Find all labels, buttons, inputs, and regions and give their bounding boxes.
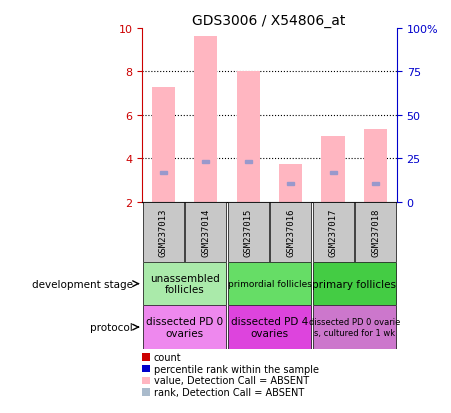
Text: percentile rank within the sample: percentile rank within the sample [154, 364, 319, 374]
Text: value, Detection Call = ABSENT: value, Detection Call = ABSENT [154, 375, 309, 385]
Bar [143, 202, 184, 262]
Text: primordial follicles: primordial follicles [228, 280, 311, 288]
Text: dissected PD 0
ovaries: dissected PD 0 ovaries [146, 316, 223, 338]
Text: dissected PD 4
ovaries: dissected PD 4 ovaries [231, 316, 308, 338]
Bar [143, 262, 226, 306]
Bar [313, 306, 396, 349]
Text: GSM237013: GSM237013 [159, 208, 168, 256]
Text: rank, Detection Call = ABSENT: rank, Detection Call = ABSENT [154, 387, 304, 397]
Bar [237, 72, 260, 202]
Bar [142, 365, 150, 373]
Bar [355, 202, 396, 262]
Text: development stage: development stage [32, 279, 133, 289]
Text: unassembled
follicles: unassembled follicles [150, 273, 219, 295]
Bar [202, 160, 209, 164]
Text: count: count [154, 352, 181, 362]
Bar [185, 202, 226, 262]
Bar [330, 171, 337, 175]
Bar [152, 88, 175, 202]
Text: GDS3006 / X54806_at: GDS3006 / X54806_at [192, 14, 345, 28]
Bar [313, 262, 396, 306]
Bar [270, 202, 311, 262]
Text: protocol: protocol [90, 322, 133, 332]
Bar [279, 164, 302, 202]
Text: GSM237015: GSM237015 [244, 208, 253, 256]
Bar [142, 388, 150, 396]
Bar [244, 160, 252, 164]
Text: GSM237014: GSM237014 [201, 208, 210, 256]
Bar [228, 262, 311, 306]
Bar [372, 182, 379, 186]
Bar [160, 171, 167, 175]
Bar [142, 354, 150, 361]
Bar [228, 202, 269, 262]
Bar [194, 36, 217, 202]
Text: GSM237018: GSM237018 [371, 208, 380, 256]
Text: GSM237016: GSM237016 [286, 208, 295, 256]
Bar [322, 136, 345, 202]
Text: GSM237017: GSM237017 [329, 208, 338, 256]
Bar [143, 306, 226, 349]
Bar [364, 130, 387, 202]
Bar [228, 306, 311, 349]
Text: primary follicles: primary follicles [313, 279, 396, 289]
Bar [287, 182, 295, 186]
Bar [142, 377, 150, 384]
Bar [313, 202, 354, 262]
Text: dissected PD 0 ovarie
s, cultured for 1 wk: dissected PD 0 ovarie s, cultured for 1 … [309, 318, 400, 337]
